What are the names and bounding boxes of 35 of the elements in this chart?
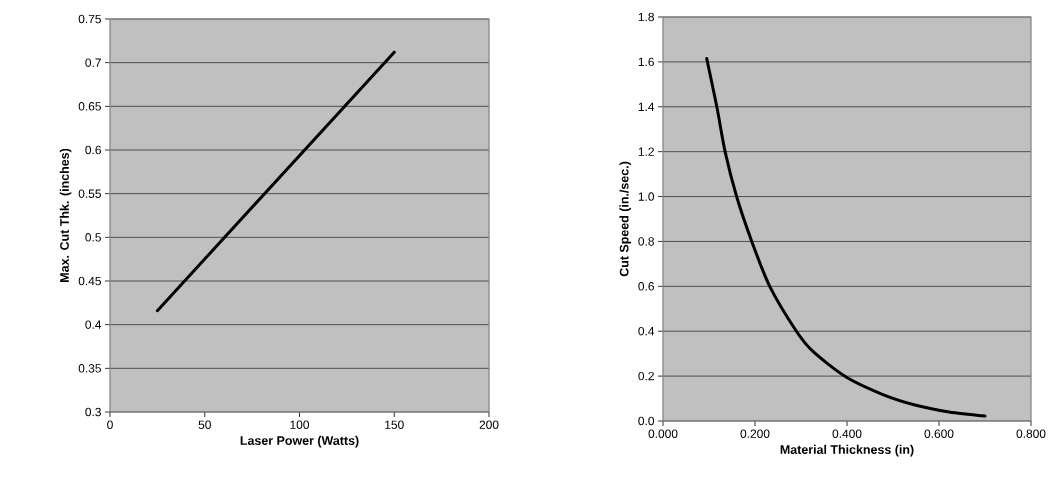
x-tick-label: 100 <box>290 420 310 429</box>
y-tick-label: 0.4 <box>638 326 655 336</box>
x-tick-label: 0 <box>107 420 113 429</box>
x-tick-label: 200 <box>479 420 499 429</box>
y-tick-label: 0.55 <box>78 189 101 198</box>
y-tick-label: 1.2 <box>638 147 654 156</box>
y-tick-label: 0.6 <box>638 282 654 291</box>
y-tick-label: 0.35 <box>78 364 101 373</box>
y-tick-label: 0.45 <box>78 276 101 286</box>
y-tick-label: 0.75 <box>78 14 101 24</box>
y-tick-label: 0.8 <box>638 237 654 246</box>
y-axis-title: Cut Speed (in./sec.) <box>619 161 632 277</box>
x-axis-title: Laser Power (Watts) <box>240 435 359 448</box>
y-tick-label: 0.65 <box>78 102 101 111</box>
line-series <box>705 57 987 418</box>
x-tick-label: 150 <box>385 420 404 429</box>
y-tick-label: 1.6 <box>638 57 654 67</box>
y-tick-label: 0.0 <box>638 416 655 426</box>
y-tick-label: 1.4 <box>638 102 655 111</box>
x-axis-title: Material Thickness (in) <box>780 444 914 457</box>
y-tick-label: 1.8 <box>638 12 654 22</box>
x-tick-label: 50 <box>198 420 211 429</box>
y-tick-label: 0.5 <box>85 233 101 242</box>
x-tick-label: 0.400 <box>832 429 862 438</box>
y-axis-title: Max. Cut Thk. (inches) <box>59 148 72 282</box>
x-tick-label: 0.800 <box>1016 429 1046 438</box>
y-tick-label: 0.3 <box>85 407 101 417</box>
y-tick-label: 0.4 <box>85 320 102 329</box>
x-tick-label: 0.000 <box>648 429 678 438</box>
y-tick-label: 1.0 <box>638 192 655 201</box>
y-tick-label: 0.2 <box>638 371 654 381</box>
y-tick-label: 0.6 <box>85 145 101 155</box>
x-tick-label: 0.600 <box>924 429 954 438</box>
y-tick-label: 0.7 <box>85 58 101 67</box>
x-tick-label: 0.200 <box>740 429 770 438</box>
